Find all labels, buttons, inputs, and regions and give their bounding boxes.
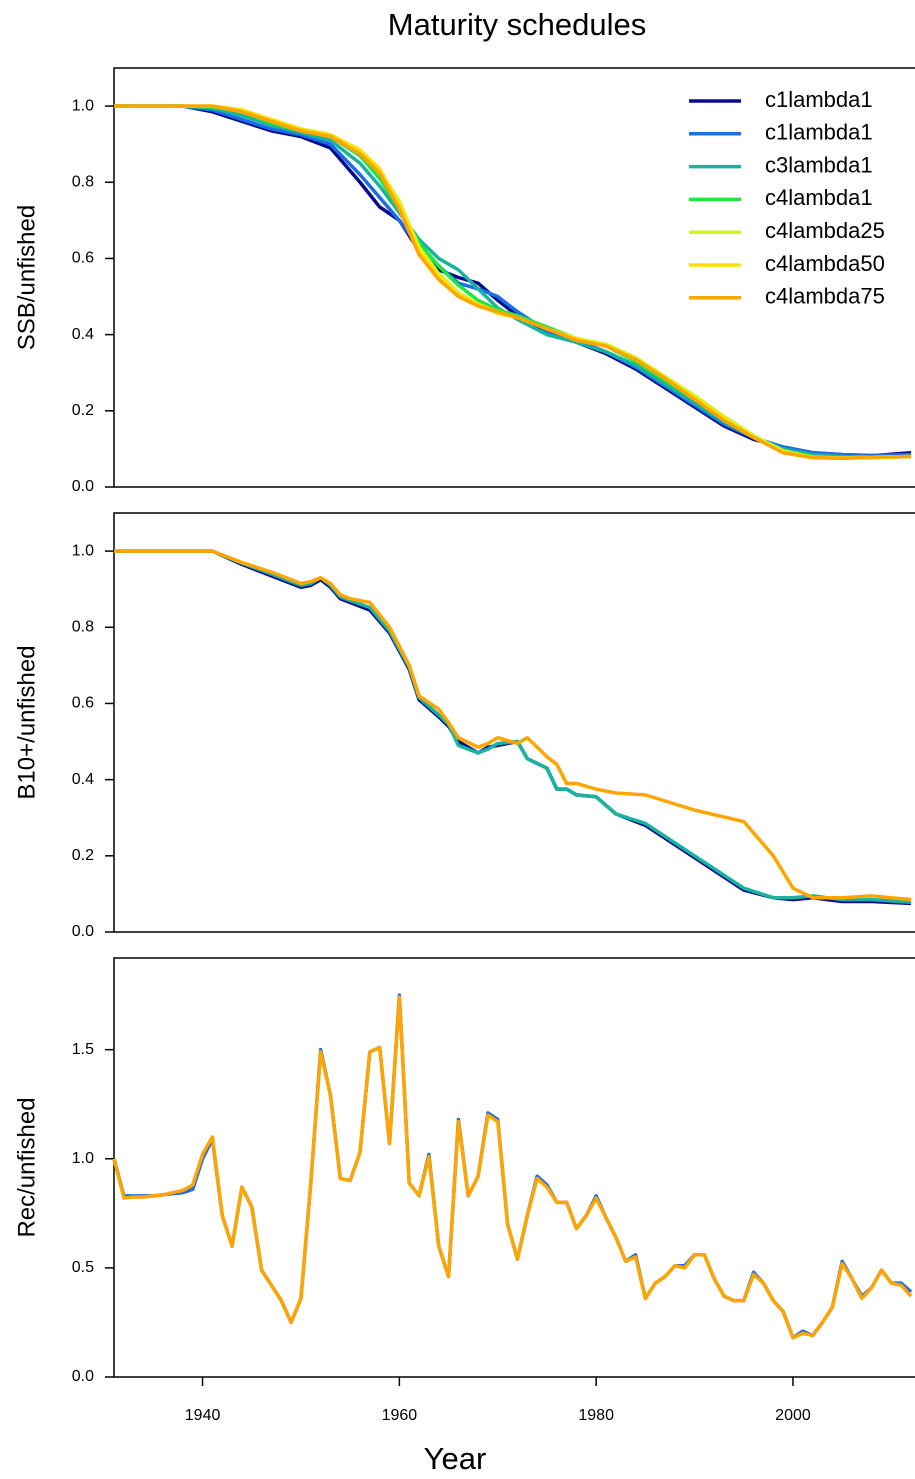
- legend-label: c4lambda25: [765, 218, 885, 243]
- y-tick-label: 0.2: [72, 847, 94, 864]
- legend-label: c1lambda1: [765, 87, 873, 112]
- legend-label: c3lambda1: [765, 152, 873, 177]
- chart-title: Maturity schedules: [388, 7, 646, 42]
- series-line: [112, 995, 913, 1340]
- y-tick-label: 1.0: [72, 97, 94, 114]
- y-tick-label: 0.0: [72, 1368, 94, 1385]
- y-axis-label: B10+/unfished: [13, 645, 40, 799]
- y-tick-label: 0.8: [72, 173, 94, 190]
- legend-label: c4lambda1: [765, 185, 873, 210]
- y-tick-label: 0.4: [72, 771, 94, 788]
- plot-frame: [113, 957, 915, 1378]
- series-line: [114, 549, 912, 906]
- y-tick-label: 0.6: [72, 250, 94, 267]
- series-line: [114, 104, 912, 461]
- x-tick-label: 1980: [578, 1407, 614, 1424]
- x-tick-label: 1960: [382, 1407, 418, 1424]
- y-tick-label: 0.2: [72, 402, 94, 419]
- plot-frame: [113, 512, 915, 933]
- y-tick-label: 0.5: [72, 1259, 94, 1276]
- y-tick-label: 0.0: [72, 923, 94, 940]
- y-tick-label: 1.5: [72, 1041, 94, 1058]
- legend-label: c4lambda50: [765, 251, 885, 276]
- x-axis-label: Year: [424, 1441, 487, 1476]
- y-tick-label: 0.6: [72, 695, 94, 712]
- y-axis-label: Rec/unfished: [13, 1097, 40, 1237]
- y-tick-label: 0.8: [72, 618, 94, 635]
- series-line: [114, 549, 912, 902]
- series-line: [112, 993, 913, 1340]
- plot-frame: [113, 67, 915, 488]
- legend-label: c1lambda1: [765, 120, 873, 145]
- y-tick-label: 0.0: [72, 478, 94, 495]
- y-tick-label: 0.4: [72, 326, 94, 343]
- x-tick-label: 2000: [775, 1407, 811, 1424]
- series-line: [114, 549, 912, 905]
- y-tick-label: 1.0: [72, 542, 94, 559]
- y-tick-label: 1.0: [72, 1150, 94, 1167]
- y-axis-label: SSB/unfished: [13, 205, 40, 350]
- x-tick-label: 1940: [185, 1407, 221, 1424]
- legend-label: c4lambda75: [765, 284, 885, 309]
